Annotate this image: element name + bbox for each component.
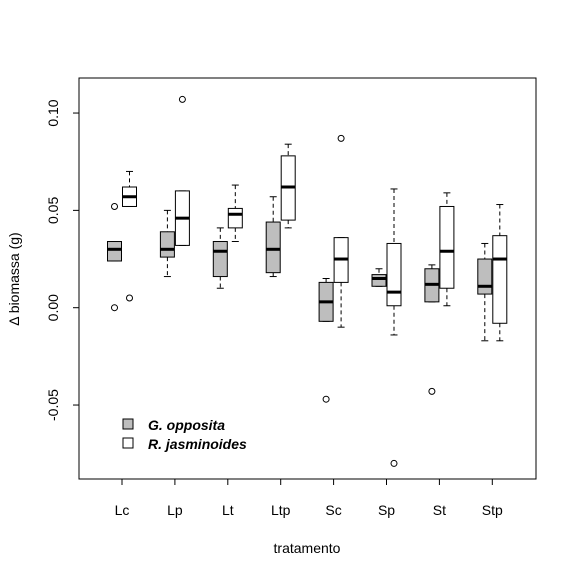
box-lt-s1 [212, 241, 228, 278]
box-lt-s2 [227, 207, 243, 229]
legend-swatch-g-opposita [122, 418, 134, 430]
x-tick-label-sp: Sp [378, 502, 395, 518]
box-sp-s2 [386, 242, 402, 307]
plot-area [107, 95, 508, 467]
axes: Lc Lp Lt Ltp Sc Sp St Stp -0.05 0.00 0.05 0.10 [45, 99, 503, 518]
legend: G. opposita R. jasminoides [122, 417, 247, 452]
outlier-sc-s1-0 [322, 395, 330, 403]
x-tick-label-lp: Lp [167, 502, 183, 518]
y-tick-label-3: 0.10 [45, 99, 61, 126]
box-stp-s2 [492, 235, 508, 324]
legend-label-r-jasminoides: R. jasminoides [148, 436, 247, 452]
outlier-lc-s1-0 [111, 202, 118, 210]
box-ltp-s1 [265, 221, 281, 274]
y-axis-label: Δ biomassa (g) [6, 232, 22, 325]
plot-frame [78, 77, 537, 480]
outlier-lp-s2-0 [178, 95, 186, 103]
box-sp-s1 [371, 274, 387, 287]
x-axis-label: tratamento [274, 540, 341, 556]
x-tick-label-st: St [433, 502, 446, 518]
x-tick-label-stp: Stp [482, 502, 503, 518]
box-st-s2 [439, 205, 455, 289]
x-tick-label-lc: Lc [115, 502, 130, 518]
outlier-lc-s1-1 [111, 304, 118, 312]
x-tick-label-lt: Lt [222, 502, 234, 518]
y-tick-label-2: 0.05 [45, 197, 61, 224]
outlier-lc-s2-0 [126, 294, 133, 302]
y-tick-label-1: 0.00 [45, 294, 61, 321]
legend-swatch-r-jasminoides [122, 437, 134, 449]
outlier-st-s1-0 [428, 387, 436, 395]
legend-label-g-opposita: G. opposita [148, 417, 225, 433]
box-lc-s1 [107, 241, 122, 262]
y-tick-label-0: -0.05 [45, 389, 61, 421]
box-stp-s1 [477, 258, 493, 295]
box-lp-s1 [159, 231, 175, 258]
outlier-sc-s2-0 [337, 134, 345, 142]
x-tick-label-sc: Sc [325, 502, 341, 518]
outlier-sp-s2-0 [390, 459, 398, 467]
x-tick-label-ltp: Ltp [271, 502, 291, 518]
